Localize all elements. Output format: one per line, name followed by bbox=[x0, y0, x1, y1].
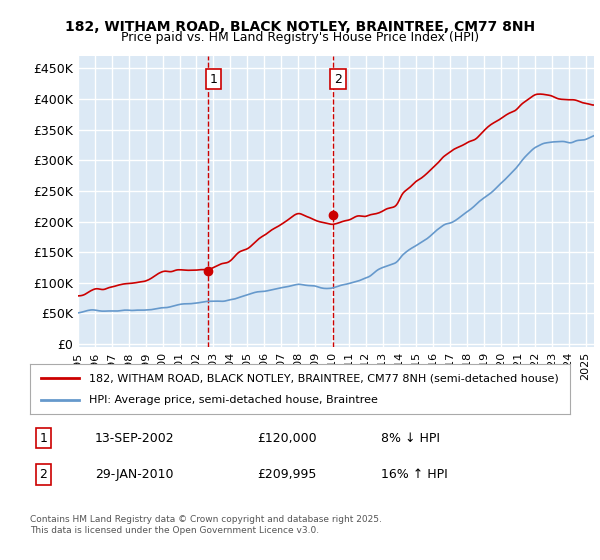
Text: 182, WITHAM ROAD, BLACK NOTLEY, BRAINTREE, CM77 8NH (semi-detached house): 182, WITHAM ROAD, BLACK NOTLEY, BRAINTRE… bbox=[89, 373, 559, 383]
Text: Contains HM Land Registry data © Crown copyright and database right 2025.
This d: Contains HM Land Registry data © Crown c… bbox=[30, 515, 382, 535]
Text: 8% ↓ HPI: 8% ↓ HPI bbox=[381, 432, 440, 445]
Text: 1: 1 bbox=[40, 432, 47, 445]
Text: 2: 2 bbox=[40, 468, 47, 481]
Text: £120,000: £120,000 bbox=[257, 432, 316, 445]
Text: 2: 2 bbox=[334, 73, 342, 86]
Text: 29-JAN-2010: 29-JAN-2010 bbox=[95, 468, 173, 481]
Text: HPI: Average price, semi-detached house, Braintree: HPI: Average price, semi-detached house,… bbox=[89, 395, 378, 405]
Text: £209,995: £209,995 bbox=[257, 468, 316, 481]
Text: 13-SEP-2002: 13-SEP-2002 bbox=[95, 432, 175, 445]
Bar bbox=[208, 56, 333, 347]
Text: 16% ↑ HPI: 16% ↑ HPI bbox=[381, 468, 448, 481]
Text: 1: 1 bbox=[209, 73, 217, 86]
Text: Price paid vs. HM Land Registry's House Price Index (HPI): Price paid vs. HM Land Registry's House … bbox=[121, 31, 479, 44]
Text: 182, WITHAM ROAD, BLACK NOTLEY, BRAINTREE, CM77 8NH: 182, WITHAM ROAD, BLACK NOTLEY, BRAINTRE… bbox=[65, 20, 535, 34]
